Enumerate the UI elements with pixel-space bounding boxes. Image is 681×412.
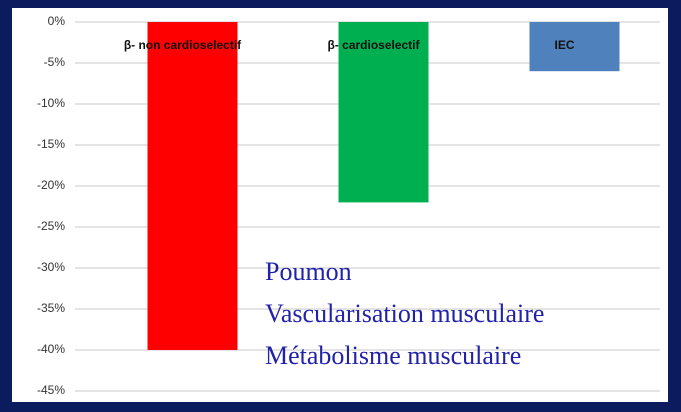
bar (529, 22, 620, 72)
category-label: IEC (554, 38, 574, 52)
category-label: β- non cardioselectif (124, 38, 242, 52)
y-tick-label: -45% (37, 383, 65, 397)
y-tick-label: -25% (37, 219, 65, 233)
y-tick-label: -5% (44, 55, 66, 69)
y-tick-label: -20% (37, 178, 65, 192)
y-tick-label: -10% (37, 96, 65, 110)
annotation: Poumon (265, 257, 352, 286)
bar (338, 22, 429, 203)
annotation: Métabolisme musculaire (265, 341, 521, 370)
y-tick-label: -35% (37, 301, 65, 315)
category-label: β- cardioselectif (327, 38, 420, 52)
annotation: Vascularisation musculaire (265, 299, 544, 328)
y-tick-label: -40% (37, 342, 65, 356)
y-tick-label: -30% (37, 260, 65, 274)
y-tick-label: -15% (37, 137, 65, 151)
bar (147, 22, 238, 350)
y-tick-label: 0% (48, 14, 66, 28)
